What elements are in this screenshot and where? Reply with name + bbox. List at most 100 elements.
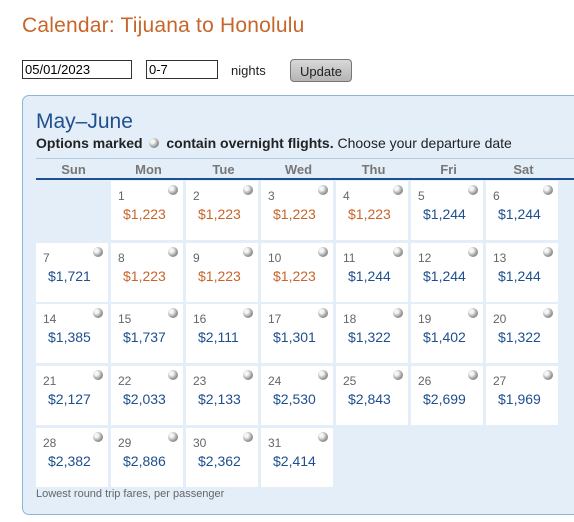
calendar-day-cell[interactable]: 22 $2,033 — [111, 366, 183, 425]
calendar-day-cell[interactable]: 9 $1,223 — [186, 243, 258, 302]
update-button[interactable]: Update — [290, 59, 352, 82]
calendar-day-cell[interactable]: 25 $2,843 — [336, 366, 408, 425]
day-number: 12 — [418, 251, 432, 265]
fare-price[interactable]: $1,223 — [198, 206, 241, 222]
fare-price[interactable]: $2,111 — [198, 329, 239, 345]
fare-price[interactable]: $1,322 — [498, 329, 541, 345]
fare-price[interactable]: $1,721 — [48, 268, 91, 284]
calendar-day-cell[interactable]: 7 $1,721 — [36, 243, 108, 302]
overnight-flight-icon — [243, 185, 253, 195]
calendar-day-cell[interactable]: 18 $1,322 — [336, 304, 408, 363]
calendar-day-cell[interactable]: 11 $1,244 — [336, 243, 408, 302]
fare-price[interactable]: $1,301 — [273, 329, 316, 345]
fare-price[interactable]: $2,530 — [273, 391, 316, 407]
day-number: 25 — [343, 374, 357, 388]
overnight-flight-icon — [168, 247, 178, 257]
day-number: 20 — [493, 312, 507, 326]
fare-price[interactable]: $2,699 — [423, 391, 466, 407]
day-number: 15 — [118, 312, 132, 326]
calendar-day-cell[interactable]: 6 $1,244 — [486, 181, 558, 240]
calendar-day-cell[interactable]: 28 $2,382 — [36, 428, 108, 487]
fare-price[interactable]: $1,244 — [423, 206, 466, 222]
fare-price[interactable]: $1,244 — [423, 268, 466, 284]
calendar-day-cell[interactable]: 3 $1,223 — [261, 181, 333, 240]
departure-date-input[interactable] — [22, 60, 132, 79]
overnight-flight-icon — [93, 308, 103, 318]
overnight-flight-icon — [468, 247, 478, 257]
overnight-flight-icon — [93, 247, 103, 257]
calendar-day-cell[interactable]: 8 $1,223 — [111, 243, 183, 302]
calendar-day-cell[interactable]: 1 $1,223 — [111, 181, 183, 240]
calendar-day-cell[interactable]: 15 $1,737 — [111, 304, 183, 363]
calendar-day-cell[interactable]: 21 $2,127 — [36, 366, 108, 425]
calendar-day-cell[interactable]: 30 $2,362 — [186, 428, 258, 487]
fare-price[interactable]: $1,223 — [273, 206, 316, 222]
calendar-day-cell[interactable]: 20 $1,322 — [486, 304, 558, 363]
legend-bold-text: contain overnight flights. — [166, 135, 334, 151]
weekday-sat: Sat — [513, 162, 534, 177]
calendar-day-cell[interactable]: 5 $1,244 — [411, 181, 483, 240]
overnight-flight-icon — [318, 247, 328, 257]
fare-price[interactable]: $1,244 — [498, 268, 541, 284]
calendar-day-cell[interactable]: 16 $2,111 — [186, 304, 258, 363]
calendar-day-cell[interactable]: 29 $2,886 — [111, 428, 183, 487]
calendar-day-cell[interactable]: 27 $1,969 — [486, 366, 558, 425]
weekday-mon: Mon — [135, 162, 162, 177]
calendar-day-cell[interactable]: 17 $1,301 — [261, 304, 333, 363]
fare-price[interactable]: $1,969 — [498, 391, 541, 407]
day-number: 23 — [193, 374, 207, 388]
fare-price[interactable]: $1,402 — [423, 329, 466, 345]
weekday-tue: Tue — [212, 162, 235, 177]
calendar-day-cell[interactable]: 31 $2,414 — [261, 428, 333, 487]
fare-price[interactable]: $1,737 — [123, 329, 166, 345]
day-number: 28 — [43, 436, 57, 450]
weekday-fri: Fri — [440, 162, 457, 177]
day-number: 16 — [193, 312, 207, 326]
fare-price[interactable]: $1,244 — [348, 268, 391, 284]
calendar-day-cell[interactable]: 10 $1,223 — [261, 243, 333, 302]
overnight-flight-icon — [468, 308, 478, 318]
fare-price[interactable]: $2,133 — [198, 391, 241, 407]
fare-price[interactable]: $1,385 — [48, 329, 91, 345]
calendar-day-cell[interactable]: 14 $1,385 — [36, 304, 108, 363]
overnight-flight-icon — [393, 185, 403, 195]
fare-price[interactable]: $1,223 — [123, 268, 166, 284]
day-number: 27 — [493, 374, 507, 388]
day-number: 8 — [118, 251, 125, 265]
fare-price[interactable]: $2,382 — [48, 453, 91, 469]
day-number: 30 — [193, 436, 207, 450]
calendar-day-cell[interactable]: 2 $1,223 — [186, 181, 258, 240]
fare-price[interactable]: $1,223 — [198, 268, 241, 284]
calendar-day-cell[interactable]: 24 $2,530 — [261, 366, 333, 425]
fare-price[interactable]: $2,843 — [348, 391, 391, 407]
day-number: 7 — [43, 251, 50, 265]
nights-range-input[interactable] — [146, 60, 218, 79]
overnight-flight-icon — [243, 247, 253, 257]
fare-price[interactable]: $1,322 — [348, 329, 391, 345]
overnight-flight-icon — [168, 185, 178, 195]
day-number: 22 — [118, 374, 132, 388]
calendar-day-cell[interactable]: 26 $2,699 — [411, 366, 483, 425]
fare-price[interactable]: $1,244 — [498, 206, 541, 222]
calendar-day-cell[interactable]: 23 $2,133 — [186, 366, 258, 425]
fare-price[interactable]: $2,414 — [273, 453, 316, 469]
weekday-sun: Sun — [61, 162, 86, 177]
fare-price[interactable]: $1,223 — [348, 206, 391, 222]
day-number: 19 — [418, 312, 432, 326]
calendar-day-cell[interactable]: 13 $1,244 — [486, 243, 558, 302]
calendar-day-cell[interactable]: 4 $1,223 — [336, 181, 408, 240]
fare-price[interactable]: $2,033 — [123, 391, 166, 407]
fare-price[interactable]: $1,223 — [123, 206, 166, 222]
fare-price[interactable]: $2,362 — [198, 453, 241, 469]
weekday-wed: Wed — [284, 162, 313, 177]
calendar-day-cell[interactable]: 12 $1,244 — [411, 243, 483, 302]
overnight-flight-icon — [543, 185, 553, 195]
calendar-day-cell[interactable]: 19 $1,402 — [411, 304, 483, 363]
fare-footnote: Lowest round trip fares, per passenger — [36, 488, 225, 500]
nights-label: nights — [231, 63, 266, 78]
fare-price[interactable]: $2,886 — [123, 453, 166, 469]
day-number: 1 — [118, 189, 125, 203]
fare-price[interactable]: $1,223 — [273, 268, 316, 284]
fare-price[interactable]: $2,127 — [48, 391, 91, 407]
month-title: May–June — [36, 110, 133, 133]
